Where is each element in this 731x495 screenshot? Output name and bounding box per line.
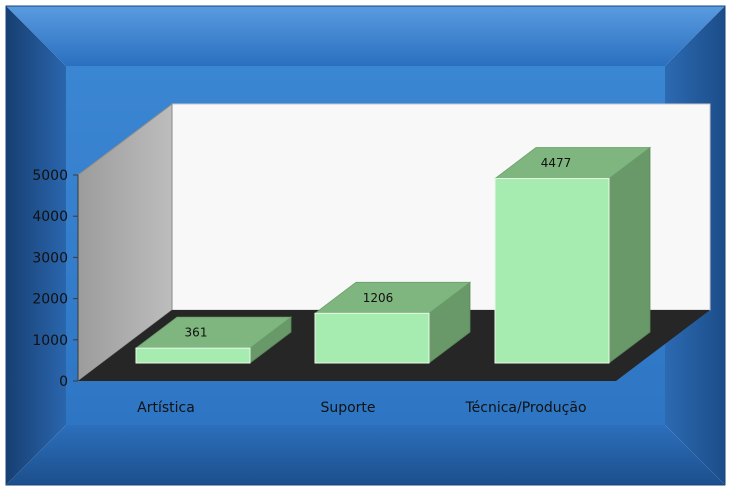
x-axis: Artística Suporte Técnica/Produção	[137, 400, 586, 416]
data-label: 1206	[363, 291, 394, 305]
y-tick-label: 1000	[32, 333, 68, 349]
bar-1	[313, 281, 472, 364]
y-tick-label: 4000	[32, 209, 68, 225]
y-axis: 0 1000 2000 3000 4000 5000	[32, 168, 78, 390]
bar-2	[493, 146, 652, 364]
data-label: 361	[185, 326, 208, 340]
x-category-label: Técnica/Produção	[464, 400, 586, 416]
bar-front	[135, 347, 251, 364]
x-category-label: Artística	[137, 400, 195, 416]
data-label: 4477	[541, 156, 572, 170]
bar-front	[494, 178, 610, 364]
bar-side	[608, 146, 651, 364]
y-tick-label: 2000	[32, 292, 68, 308]
bar-front	[314, 312, 430, 364]
y-tick-label: 3000	[32, 250, 68, 266]
x-category-label: Suporte	[320, 400, 375, 416]
y-tick-label: 0	[59, 374, 68, 390]
y-tick-label: 5000	[32, 168, 68, 184]
bar-0	[134, 316, 293, 364]
bar-series: 361 1206 4477	[134, 146, 652, 364]
